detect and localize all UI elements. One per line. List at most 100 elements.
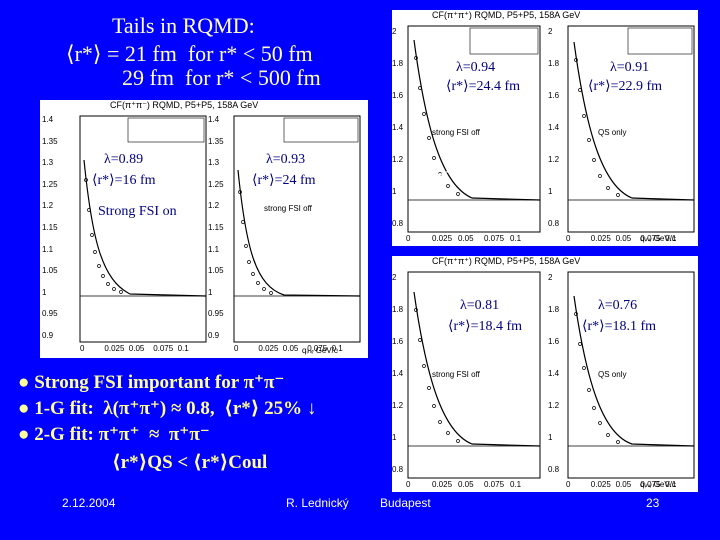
ytick-label: 0.95 bbox=[42, 309, 58, 319]
ytick-label: 1.6 bbox=[392, 91, 404, 100]
xtick-label: 0.025 bbox=[432, 234, 453, 243]
xtick-label: 0.025 bbox=[590, 234, 611, 243]
ytick-label: 1.35 bbox=[42, 136, 58, 146]
xtick-label: 0.025 bbox=[104, 344, 125, 353]
particles-pipm: π⁺π⁻ bbox=[272, 225, 339, 261]
label-pipp-left: strong FSI off bbox=[432, 128, 480, 137]
plot-header: CF(π⁺π⁻) RQMD, P5+P5, 158A GeV bbox=[110, 100, 259, 110]
ytick-label: 2 bbox=[392, 273, 397, 282]
ytick-label: 1.15 bbox=[42, 223, 58, 232]
bullet-1g-fit: ● 1-G fit: λ(π⁺π⁺) ≈ 0.8, ⟨r*⟩ 25% ↓ bbox=[18, 398, 317, 419]
label-strong-fsi-off: strong FSI off bbox=[264, 204, 312, 213]
xlabel-pipm: qᵢₙᵥ GeV/c bbox=[302, 346, 338, 355]
ytick-label: 1.3 bbox=[42, 158, 54, 168]
plot-panel-pipp2: CF(π⁺π⁺) RQMD, P5+P5, 158A GeV λ=0.81 ⟨r… bbox=[392, 256, 698, 492]
lambda-pipp2-left: λ=0.81 bbox=[460, 298, 500, 313]
xtick-label: 0 bbox=[566, 480, 571, 489]
xtick-label: 0.05 bbox=[615, 234, 632, 243]
lambda-pipp-right: λ=0.91 bbox=[610, 60, 650, 75]
label-pipp2-right: QS only bbox=[598, 370, 627, 379]
plot-pipm-svg bbox=[79, 115, 361, 343]
xtick-label: 0.1 bbox=[177, 344, 189, 353]
ytick-label: 1.2 bbox=[392, 401, 404, 410]
xtick-label: 0.1 bbox=[510, 480, 522, 489]
footer-date: 2.12.2004 bbox=[62, 496, 116, 510]
plot-pipp2-svg bbox=[407, 271, 695, 479]
compare-sign: > bbox=[546, 80, 556, 97]
xtick-label: 0.1 bbox=[665, 234, 677, 243]
ytick-label: 1.2 bbox=[392, 155, 404, 164]
xtick-label: 0.05 bbox=[458, 234, 474, 243]
ytick-label: 1.05 bbox=[208, 266, 224, 276]
ytick-label: 1.8 bbox=[548, 305, 560, 314]
xtick-label: 0.1 bbox=[665, 480, 677, 489]
xtick-label: 0 bbox=[566, 234, 571, 243]
ytick-label: 1.1 bbox=[42, 244, 54, 254]
ytick-label: 1.4 bbox=[548, 123, 560, 132]
xtick-label: 0.05 bbox=[615, 480, 632, 489]
rstar-pipp2-left: ⟨r*⟩=18.4 fm bbox=[448, 319, 523, 334]
ytick-label: 1 bbox=[392, 433, 397, 442]
lambda-pipp2-right: λ=0.76 bbox=[598, 298, 638, 313]
ytick-label: 1.8 bbox=[392, 59, 404, 68]
ytick-label: 1.2 bbox=[548, 401, 560, 410]
ytick-label: 1.25 bbox=[42, 179, 58, 189]
ytick-label: 0.8 bbox=[392, 219, 404, 228]
ytick-label: 1.4 bbox=[548, 369, 560, 378]
ytick-label: 0.8 bbox=[548, 219, 560, 228]
bullet-2g-fit: ● 2-G fit: π⁺π⁺ ≈ π⁺π⁻ bbox=[18, 424, 210, 445]
bullet-rstar-compare: ⟨r*⟩QS < ⟨r*⟩Coul bbox=[112, 452, 268, 473]
ytick-label: 1.6 bbox=[548, 91, 560, 100]
xtick-label: 0.075 bbox=[307, 344, 328, 353]
xtick-label: 0.075 bbox=[153, 344, 174, 353]
rstar-pipm-left: ⟨r*⟩=16 fm bbox=[92, 173, 156, 188]
label-pipp-right: QS only bbox=[598, 128, 627, 137]
ytick-label: 1.8 bbox=[548, 59, 560, 68]
plot-header-pipp: CF(π⁺π⁺) RQMD, P5+P5, 158A GeV bbox=[432, 10, 581, 20]
ytick-label: 1 bbox=[42, 287, 47, 297]
ytick-label: 1.3 bbox=[208, 158, 220, 168]
title-line-2: ⟨r*⟩ = 21 fm for r* < 50 fm bbox=[66, 41, 313, 66]
ytick-label: 0.8 bbox=[392, 465, 404, 474]
title-line-3: 29 fm for r* < 500 fm bbox=[122, 65, 321, 90]
ytick-label: 1 bbox=[392, 187, 397, 196]
ytick-label: 1.2 bbox=[42, 201, 54, 211]
ytick-label: 1.05 bbox=[42, 266, 58, 276]
ytick-label: 1.4 bbox=[208, 115, 220, 124]
particles-pipp: π⁺π⁺ bbox=[428, 159, 495, 195]
slide-title: Tails in RQMD: bbox=[112, 13, 255, 38]
ytick-label: 1.6 bbox=[392, 337, 404, 346]
xtick-label: 0.1 bbox=[331, 344, 343, 353]
ytick-label: 1.15 bbox=[208, 223, 224, 232]
plot-panel-pipp: CF(π⁺π⁺) RQMD, P5+P5, 158A GeV λ=0.94 ⟨r… bbox=[392, 10, 698, 246]
ytick-label: 1.4 bbox=[42, 115, 54, 124]
xtick-label: 0 bbox=[406, 480, 411, 489]
ytick-label: 1.25 bbox=[208, 179, 224, 189]
lambda-pipm-right: λ=0.93 bbox=[266, 152, 306, 167]
label-strong-fsi-on: Strong FSI on bbox=[98, 204, 177, 219]
xtick-label: 0.05 bbox=[282, 344, 299, 353]
ytick-label: 1 bbox=[208, 287, 213, 297]
ytick-label: 0.8 bbox=[548, 465, 560, 474]
xtick-label: 0.075 bbox=[640, 480, 661, 489]
ytick-label: 0.95 bbox=[208, 309, 224, 319]
ytick-label: 0.9 bbox=[42, 331, 54, 340]
xtick-label: 0.075 bbox=[640, 234, 661, 243]
bullet-strong-fsi: ● Strong FSI important for π⁺π⁻ bbox=[18, 372, 285, 393]
ytick-label: 1.6 bbox=[548, 337, 560, 346]
xtick-label: 0.1 bbox=[510, 234, 522, 243]
footer-page-number: 23 bbox=[646, 496, 660, 510]
ytick-label: 1.1 bbox=[208, 244, 220, 254]
lambda-pipm-left: λ=0.89 bbox=[104, 152, 144, 167]
xtick-label: 0 bbox=[80, 344, 85, 353]
rstar-pipp-left: ⟨r*⟩=24.4 fm bbox=[446, 79, 521, 94]
xtick-label: 0.025 bbox=[258, 344, 279, 353]
plot-panel-pipm: CF(π⁺π⁻) RQMD, P5+P5, 158A GeV λ=0.89 ⟨r… bbox=[40, 100, 368, 358]
xtick-label: 0.05 bbox=[128, 344, 145, 353]
ytick-label: 2 bbox=[548, 273, 553, 282]
ytick-label: 0.9 bbox=[208, 331, 220, 340]
xtick-label: 0.075 bbox=[484, 480, 505, 489]
xtick-label: 0.05 bbox=[458, 480, 474, 489]
ytick-label: 1 bbox=[548, 187, 553, 196]
plot-pipp-svg bbox=[407, 25, 695, 233]
